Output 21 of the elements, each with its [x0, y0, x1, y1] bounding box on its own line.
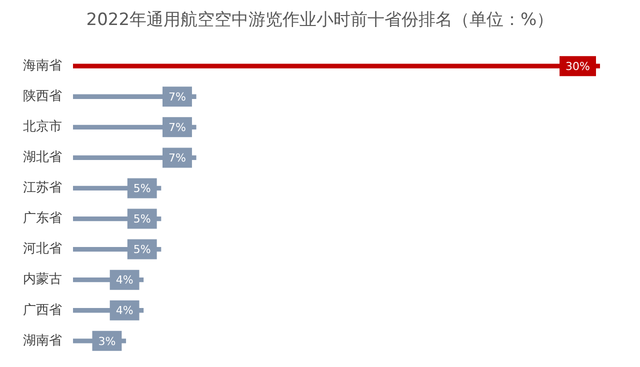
- data-label: 5%: [133, 243, 151, 256]
- y-tick-label: 湖南省: [23, 333, 62, 348]
- data-label: 7%: [168, 152, 186, 165]
- data-label: 30%: [566, 60, 590, 73]
- data-label: 4%: [116, 304, 134, 318]
- chart-title: 2022年通用航空空中游览作业小时前十省份排名（单位：%）: [85, 9, 555, 31]
- y-tick-label: 海南省: [23, 58, 62, 74]
- y-tick-label: 江苏省: [23, 180, 62, 196]
- y-tick-label: 北京市: [23, 120, 62, 135]
- data-label: 7%: [168, 90, 186, 104]
- data-label: 3%: [98, 334, 116, 348]
- data-label: 5%: [133, 182, 151, 196]
- y-tick-label: 内蒙古: [23, 272, 62, 288]
- data-label: 7%: [168, 121, 186, 134]
- data-label: 4%: [116, 274, 134, 287]
- y-tick-label: 广东省: [23, 211, 62, 226]
- y-tick-label: 广西省: [23, 302, 62, 318]
- y-tick-label: 湖北省: [23, 150, 62, 166]
- data-label: 5%: [133, 212, 151, 226]
- y-tick-label: 陕西省: [23, 88, 62, 104]
- y-tick-label: 河北省: [23, 242, 62, 257]
